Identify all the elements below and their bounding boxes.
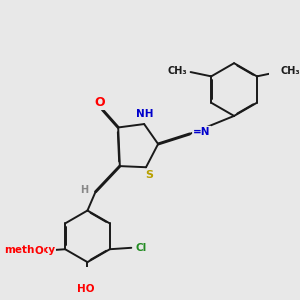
Text: O: O bbox=[94, 96, 105, 109]
Text: methoxy: methoxy bbox=[4, 245, 55, 255]
Text: CH₃: CH₃ bbox=[168, 66, 188, 76]
Text: Cl: Cl bbox=[136, 243, 147, 253]
Text: NH: NH bbox=[136, 109, 154, 119]
Text: O: O bbox=[35, 246, 44, 256]
Text: S: S bbox=[145, 170, 153, 180]
Text: HO: HO bbox=[77, 284, 95, 294]
Text: CH₃: CH₃ bbox=[280, 66, 300, 76]
Text: =N: =N bbox=[193, 127, 210, 137]
Text: H: H bbox=[80, 184, 89, 195]
